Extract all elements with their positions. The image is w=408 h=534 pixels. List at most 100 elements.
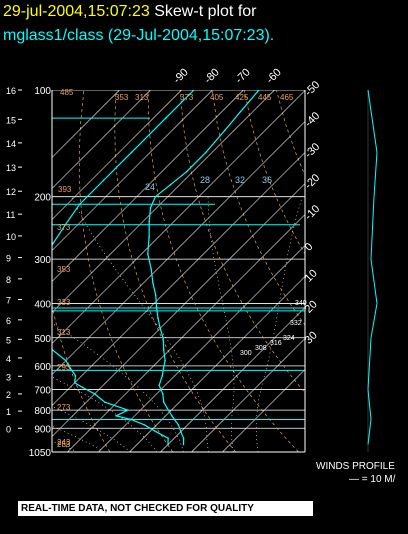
- wind-profile-line: [370, 303, 378, 338]
- temperature-point: [224, 129, 226, 132]
- title-text: Skew-t plot for: [154, 3, 257, 20]
- temperature-tick-label: -40: [303, 110, 323, 130]
- temperature-point: [167, 409, 170, 411]
- dry-adiabat: [147, 90, 299, 452]
- km-label: 2: [6, 390, 11, 400]
- km-label: 10: [6, 232, 16, 242]
- quality-disclaimer: REAL-TIME DATA, NOT CHECKED FOR QUALITY: [18, 501, 313, 516]
- isotherm-line: [129, 276, 305, 452]
- km-label: 11: [6, 210, 15, 220]
- dry-adiabat-label: 353: [115, 93, 129, 102]
- dry-adiabat-label: 393: [58, 185, 72, 194]
- isotherm-line: [52, 152, 305, 406]
- temperature-point: [162, 367, 165, 370]
- km-label: 1: [6, 407, 11, 417]
- isobar-label: 300: [34, 255, 51, 266]
- dewpoint-point: [29, 327, 31, 329]
- winds-profile-label: WINDS PROFILE: [316, 461, 395, 472]
- isobar-label: 600: [34, 362, 51, 373]
- isotherm-line: [52, 90, 244, 282]
- dry-adiabat-label: 425: [235, 93, 249, 102]
- temperature-point: [154, 195, 157, 198]
- isobar-label: 1050: [29, 448, 52, 459]
- dry-adiabat-label: 253: [57, 440, 71, 449]
- dewpoint-point: [65, 359, 67, 362]
- mixing-ratio-label: 32: [235, 175, 245, 185]
- wind-profile-line: [367, 419, 372, 445]
- dry-adiabat-label: 485: [60, 88, 74, 97]
- km-label: 3: [6, 372, 11, 382]
- dewpoint-point: [155, 430, 157, 433]
- moist-adiabat: [52, 322, 184, 452]
- temperature-point: [149, 207, 152, 209]
- isotherm-line: [191, 338, 305, 452]
- isotherm-line: [52, 90, 120, 158]
- dry-adiabat: [114, 90, 236, 452]
- dry-adiabat-label: 445: [258, 93, 272, 102]
- moist-adiabat: [71, 196, 209, 452]
- title-date: 29-jul-2004,15:07:23: [3, 3, 150, 20]
- moist-adiabat: [207, 196, 235, 452]
- dry-adiabat-label: 313: [57, 328, 71, 337]
- temperature-point: [157, 317, 159, 319]
- dry-adiabat-label: 373: [180, 93, 194, 102]
- dewpoint-point: [52, 242, 55, 244]
- temperature-point: [159, 327, 162, 330]
- temperature-point: [182, 443, 185, 446]
- temperature-point: [162, 336, 164, 339]
- dry-adiabat: [373, 90, 408, 452]
- isotherm-line: [52, 90, 182, 220]
- dry-adiabat-label: 243: [57, 438, 71, 447]
- km-label: 13: [6, 163, 16, 173]
- dry-adiabat-label: 273: [57, 403, 71, 412]
- mixing-ratio-label: 36: [262, 175, 272, 185]
- temperature-point: [158, 384, 160, 386]
- temperature-tick-label: -20: [303, 172, 323, 192]
- km-label: 9: [6, 254, 11, 264]
- km-label: 14: [6, 139, 16, 149]
- isotherm-line: [222, 369, 305, 452]
- dry-adiabat: [341, 90, 408, 452]
- temperature-point: [239, 110, 242, 113]
- isotherm-line: [52, 90, 213, 251]
- wind-profile-line: [373, 152, 378, 197]
- dewpoint-point: [93, 393, 96, 395]
- dry-adiabat: [243, 90, 305, 255]
- wind-profile-line: [370, 196, 375, 260]
- temperature-tick-label: -60: [264, 66, 284, 86]
- isobar-label: 200: [34, 193, 51, 204]
- temperature-point: [182, 437, 185, 440]
- temperature-tick-label: -90: [171, 66, 191, 86]
- dry-adiabat: [179, 90, 305, 394]
- moist-adiabat: [52, 406, 131, 452]
- isotherm-line: [52, 90, 305, 344]
- temperature-point: [164, 359, 166, 362]
- temperature-point: [258, 90, 260, 91]
- dewpoint-point: [127, 409, 129, 411]
- mixing-ratio-label: 24: [145, 182, 155, 192]
- isotherm-line: [67, 214, 305, 452]
- dewpoint-point: [39, 268, 41, 270]
- chart-title: 29-jul-2004,15:07:23 Skew-t plot for: [3, 3, 257, 21]
- isotherm-line: [98, 245, 305, 452]
- dewpoint-point: [167, 443, 169, 446]
- isotherm-line: [52, 121, 305, 375]
- dry-adiabat: [276, 90, 305, 177]
- dewpoint-point: [25, 306, 27, 308]
- chart-subtitle: mglass1/class (29-Jul-2004,15:07:23).: [3, 27, 275, 44]
- dewpoint-point: [193, 90, 195, 91]
- dewpoint-point: [31, 282, 33, 284]
- moist-adiabat: [255, 196, 303, 452]
- temperature-point: [152, 282, 154, 284]
- temperature-point: [185, 170, 188, 173]
- dry-adiabat-label: 333: [57, 298, 71, 307]
- isotherm-line: [52, 183, 305, 437]
- isotherm-line: [160, 307, 305, 452]
- temperature-tick-label: -50: [303, 79, 323, 99]
- isobar-label: 900: [34, 424, 51, 435]
- isotherm-line: [52, 90, 151, 189]
- temperature-tick-label: -80: [202, 66, 222, 86]
- dewpoint-point: [143, 424, 146, 426]
- temperature-tick-label: -10: [303, 203, 323, 223]
